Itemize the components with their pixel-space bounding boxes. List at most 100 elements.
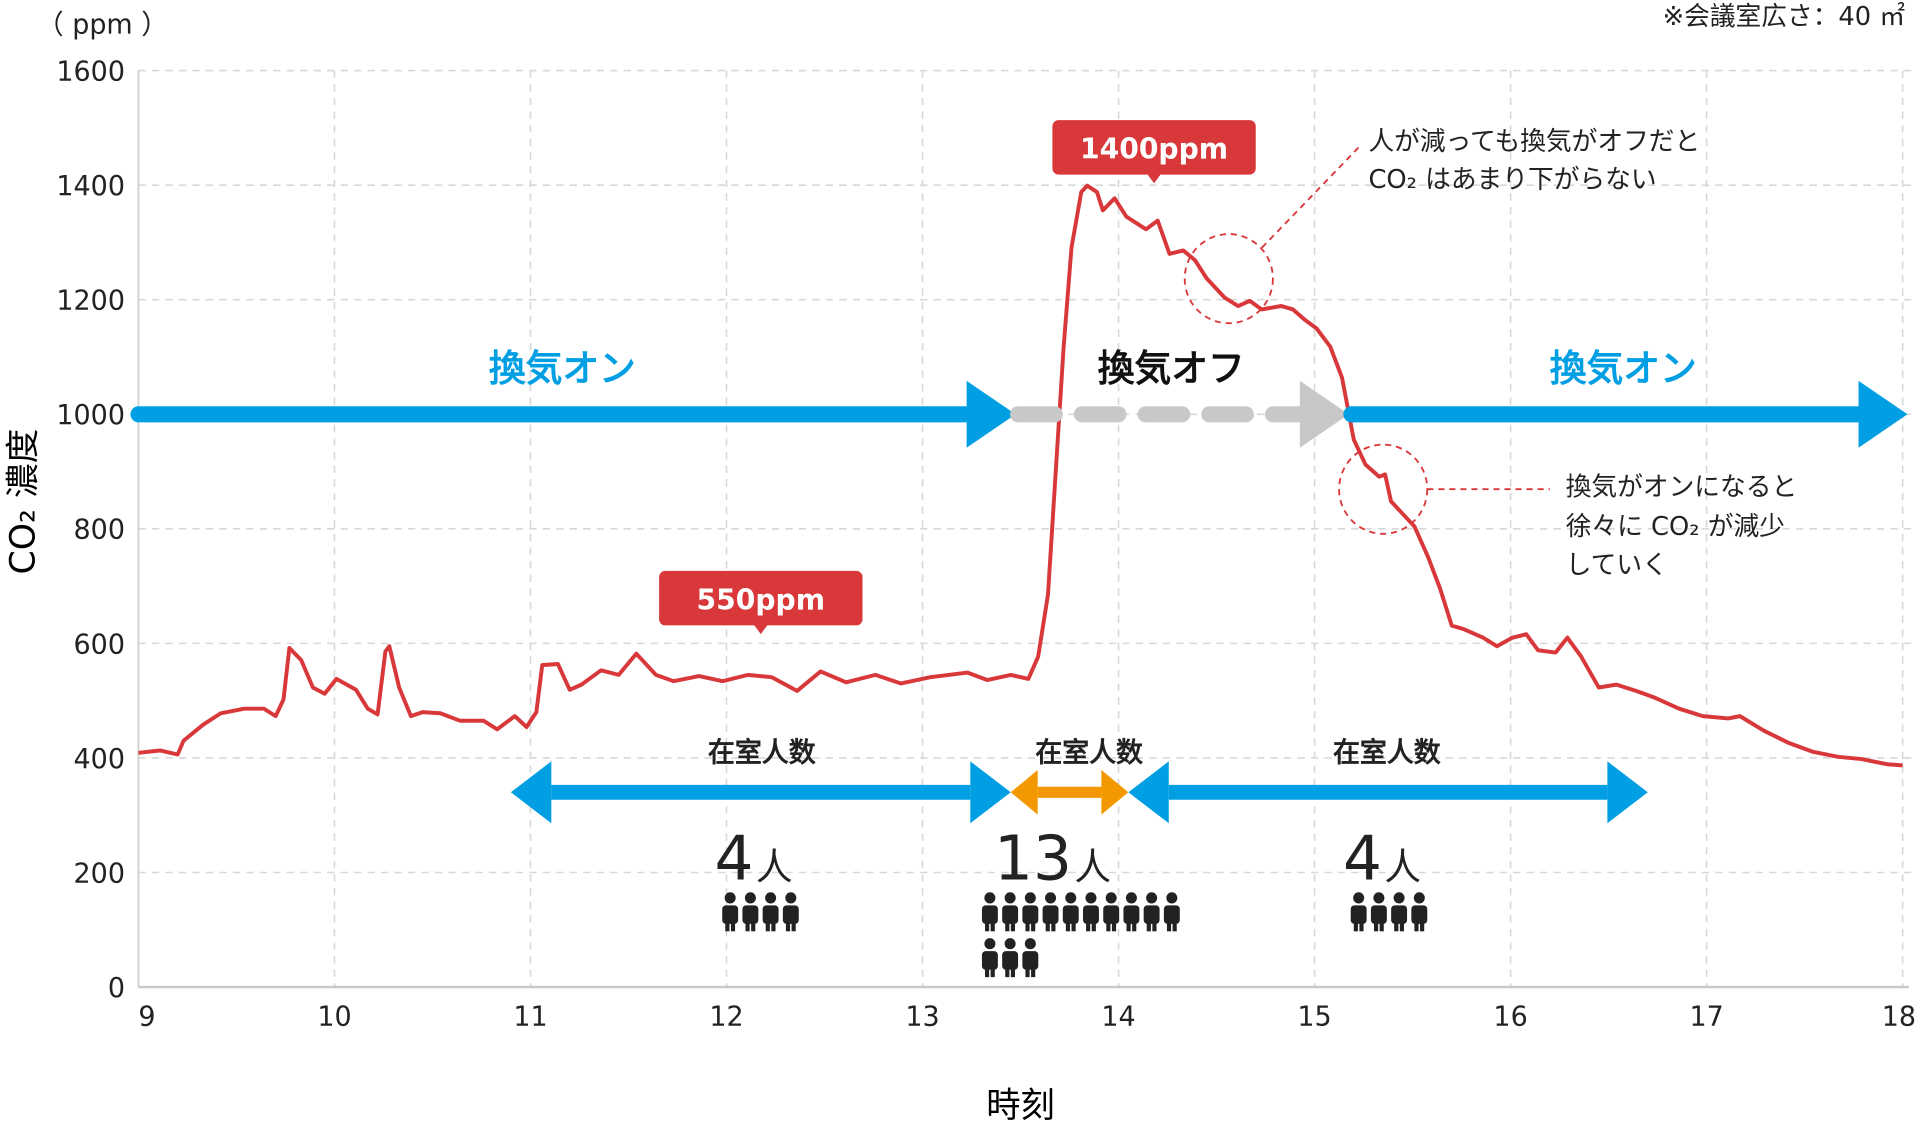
ventilation-arrow-off: 換気オフ [1010,347,1349,448]
x-tick-label: 16 [1493,1001,1527,1032]
person-leg [1005,967,1010,978]
person-leg [1399,921,1404,932]
person-leg [1111,921,1117,932]
person-icon [981,892,998,932]
person-head [724,892,736,904]
person-body [1391,905,1408,924]
person-leg [1010,921,1016,932]
person-icon [1370,892,1387,932]
person-leg [791,921,796,932]
arrow-head-right [1607,761,1648,824]
arrow-head [1858,380,1908,448]
arrow-head-left [1128,761,1169,824]
person-icon [762,892,779,932]
arrow-head-right [1101,770,1129,815]
person-leg [1146,921,1151,932]
person-head [1004,938,1016,950]
person-body [1083,905,1099,924]
occupancy-range: 在室人数 4 人 [510,737,1011,932]
person-icon [1123,892,1140,932]
x-tick-label: 11 [513,1001,547,1032]
person-leg [730,921,736,932]
y-tick-label: 1200 [56,285,125,316]
arrow-head-left [510,761,552,824]
person-icon [722,892,739,932]
unit-label: （ ppm ） [37,9,168,40]
x-tick-label: 17 [1689,1001,1723,1032]
person-leg [985,921,990,932]
person-body [722,905,739,924]
ventilation-arrow-on: 換気オン [1343,347,1908,448]
person-leg [1420,921,1425,932]
person-leg [1353,921,1358,932]
x-tick-label: 9 [138,1001,155,1032]
person-icon [1062,892,1079,932]
ventilation-arrow-on: 換気オン [130,347,1016,448]
person-head [1024,938,1036,950]
arrow-head [1299,380,1349,448]
person-leg [1005,921,1010,932]
person-leg [725,921,730,932]
person-leg [1373,921,1379,932]
person-leg [1031,967,1036,978]
ventilation-label: 換気オフ [1098,347,1245,390]
person-icon [1002,892,1019,932]
person-body [1002,905,1019,924]
person-body [1143,905,1160,924]
person-head [1085,892,1097,904]
person-icon [1042,892,1059,932]
leader-line [1261,145,1361,249]
person-body [762,905,779,924]
person-body [782,905,799,924]
grid [138,69,1915,988]
person-icon [1391,892,1408,932]
y-tick-label: 600 [74,629,125,660]
y-tick-label: 1600 [56,56,125,87]
person-leg [1025,967,1030,978]
x-tick-label: 15 [1297,1001,1331,1032]
person-icon [1350,892,1367,932]
person-icon [981,938,998,978]
person-leg [1132,921,1137,932]
person-leg [990,921,995,932]
value-badge: 1400ppm [1052,120,1256,184]
person-leg [1031,921,1036,932]
person-body [1103,905,1120,924]
person-head [1065,892,1077,904]
annotation-line: 換気がオンになると [1566,472,1797,502]
person-body [1163,905,1180,924]
person-leg [1379,921,1384,932]
person-head [1045,892,1057,904]
person-leg [1106,921,1111,932]
x-tick-label: 18 [1882,1001,1916,1032]
person-icon [1103,892,1120,932]
person-leg [1126,921,1131,932]
person-leg [1414,921,1419,932]
ventilation-label: 換気オン [1550,347,1697,390]
occupancy-label: 在室人数 [1035,737,1144,769]
person-head [984,938,996,950]
person-leg [1051,921,1056,932]
person-leg [990,967,995,978]
x-tick-label: 14 [1101,1001,1135,1032]
person-body [1123,905,1140,924]
person-body [742,905,759,924]
person-head [1004,892,1016,904]
badge-pointer [1146,173,1162,184]
highlight-circle [1338,443,1429,535]
annotation-line: CO₂ はあまり下がらない [1368,165,1656,195]
occupancy-unit: 人 [1074,845,1111,888]
person-head [1353,892,1365,904]
person-leg [1166,921,1172,932]
person-leg [765,921,770,932]
y-tick-label: 1400 [56,171,125,202]
arrow-head-left [1010,770,1038,815]
person-head [785,892,797,904]
person-head [744,892,756,904]
person-leg [1152,921,1157,932]
person-icon [1022,892,1039,932]
y-tick-label: 0 [108,973,125,1004]
person-leg [1071,921,1076,932]
person-icon [1022,938,1039,978]
